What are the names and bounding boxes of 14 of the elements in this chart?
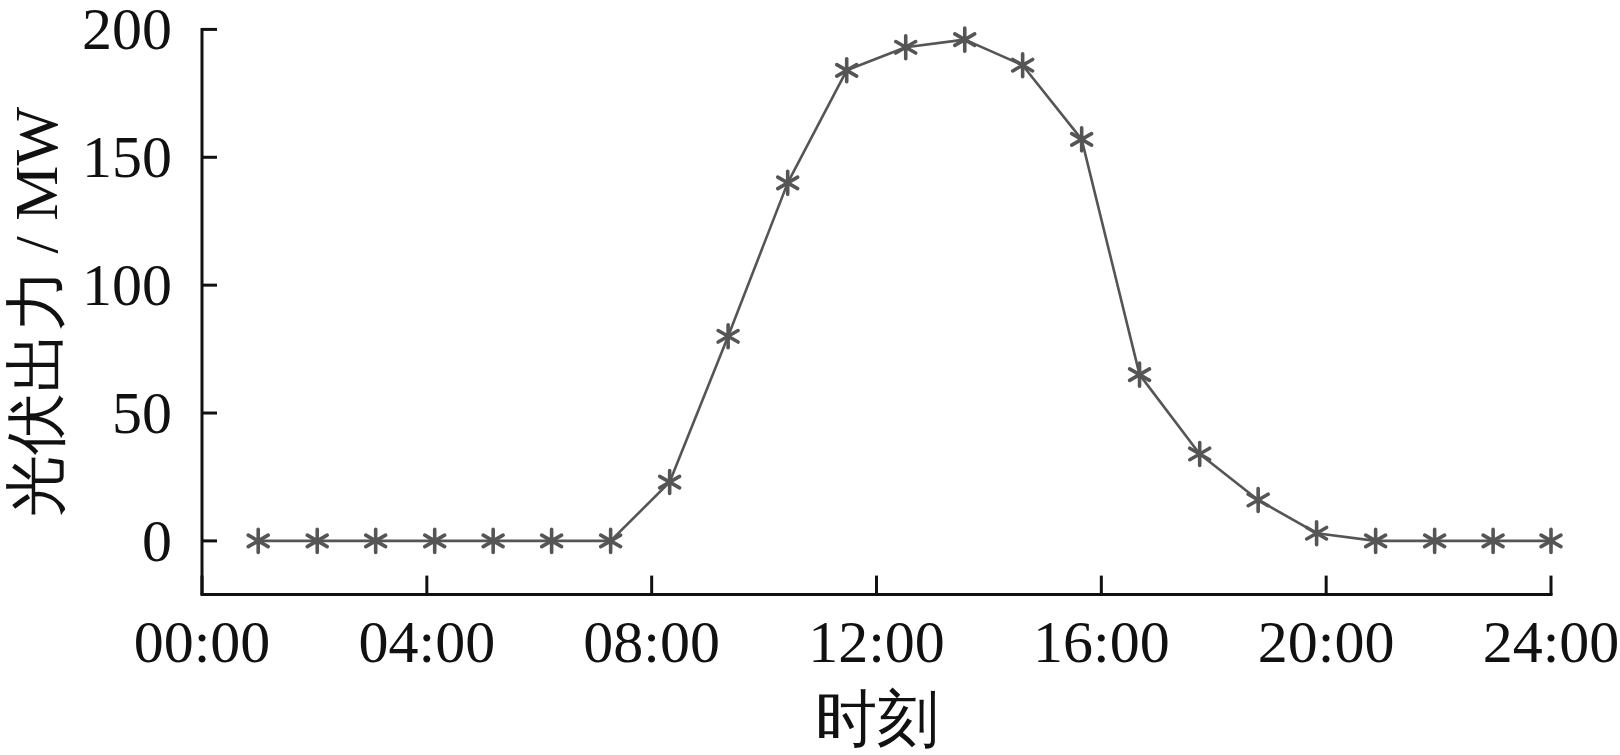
x-tick-label: 00:00 <box>133 608 271 675</box>
x-tick-label: 20:00 <box>1257 608 1395 675</box>
x-axis-title: 时刻 <box>814 685 939 753</box>
y-axis-title: 光伏出力 / MW <box>2 107 70 517</box>
y-tick-label: 150 <box>82 124 172 191</box>
x-tick-label: 16:00 <box>1033 608 1170 675</box>
x-tick-label: 04:00 <box>358 608 496 675</box>
x-tick-label: 08:00 <box>583 608 720 675</box>
x-tick-label: 12:00 <box>808 608 945 675</box>
y-tick-label: 100 <box>82 252 172 319</box>
x-tick-label: 24:00 <box>1482 608 1620 675</box>
y-tick-label: 200 <box>82 0 172 63</box>
y-tick-label: 0 <box>142 507 172 574</box>
y-tick-label: 50 <box>112 380 172 446</box>
